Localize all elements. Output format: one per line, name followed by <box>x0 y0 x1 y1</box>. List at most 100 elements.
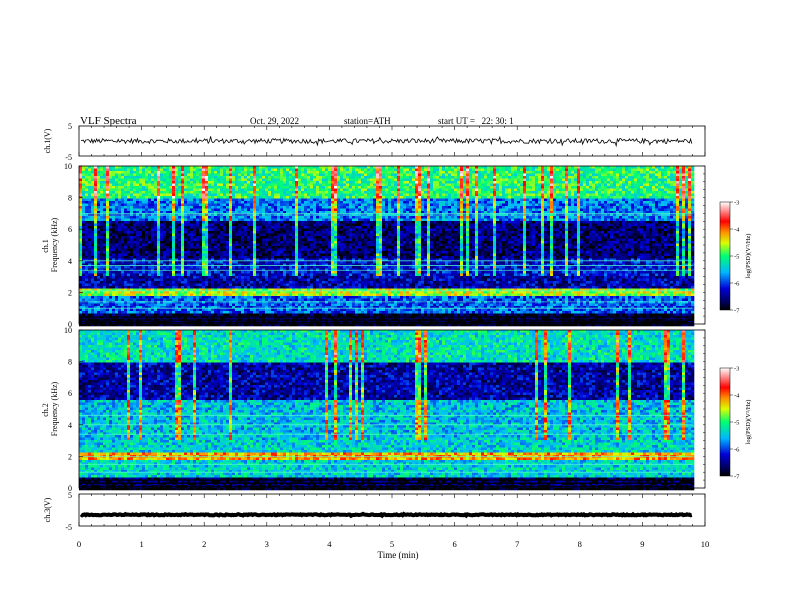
ch1-spectrogram-cell <box>175 254 178 257</box>
ch1-spectrogram-cell <box>178 249 181 252</box>
ch1-spectrogram-cell <box>184 296 187 299</box>
ch1-spectrogram-cell <box>205 271 208 274</box>
ch1-spectrogram-cell <box>151 221 154 224</box>
ch1-spectrogram-cell <box>97 201 100 204</box>
ch1-spectrogram-cell <box>244 296 247 299</box>
ch1-spectrogram-cell <box>256 244 259 247</box>
ch1-spectrogram-cell <box>226 266 229 269</box>
ch1-spectrogram-cell <box>223 276 226 279</box>
ch1-spectrogram-cell <box>109 199 112 202</box>
ch1-spectrogram-cell <box>247 191 250 194</box>
ch1-spectrogram-cell <box>130 191 133 194</box>
ch1-spectrogram-cell <box>142 174 145 177</box>
ch1-spectrogram-cell <box>232 186 235 189</box>
ch1-spectrogram-cell <box>250 234 253 237</box>
ch1-spectrogram-cell <box>82 201 85 204</box>
ch1-spectrogram-cell <box>124 309 127 312</box>
ch1-spectrogram-cell <box>112 199 115 202</box>
ch1-spectrogram-cell <box>115 299 118 302</box>
ch1-spectrogram-cell <box>82 179 85 182</box>
ch1-spectrogram-cell <box>205 239 208 242</box>
ch1-spectrogram-cell <box>121 239 124 242</box>
ch1-spectrogram-cell <box>235 271 238 274</box>
ch1-spectrogram-cell <box>79 254 82 257</box>
ch1-spectrogram-cell <box>133 311 136 314</box>
ch1-spectrogram-cell <box>97 226 100 229</box>
ch1-spectrogram-cell <box>100 169 103 172</box>
ch1-spectrogram-cell <box>169 266 172 269</box>
ch1-spectrogram-cell <box>226 261 229 264</box>
ch1-spectrogram-cell <box>190 239 193 242</box>
ch1-spectrogram-cell <box>106 276 109 279</box>
ch1-spectrogram-cell <box>235 284 238 287</box>
ch1-spectrogram-cell <box>154 166 157 169</box>
ch1-spectrogram-cell <box>205 254 208 257</box>
ch1-spectrogram-cell <box>166 166 169 169</box>
ch1-spectrogram-cell <box>247 276 250 279</box>
ch1-spectrogram-cell <box>79 299 82 302</box>
ch1-spectrogram-cell <box>193 309 196 312</box>
ch1-spectrogram-cell <box>103 184 106 187</box>
ch1-spectrogram-cell <box>238 209 241 212</box>
ch1-spectrogram-cell <box>220 231 223 234</box>
ch1-spectrogram-cell <box>163 254 166 257</box>
ch1-spectrogram-cell <box>172 226 175 229</box>
ch1-spectrogram-cell <box>103 249 106 252</box>
ch1-spectrogram-cell <box>136 224 139 227</box>
ch1-spectrogram-cell <box>79 241 82 244</box>
ch1-spectrogram-cell <box>238 184 241 187</box>
ch1-spectrogram-cell <box>115 166 118 169</box>
ch1-spectrogram-cell <box>181 186 184 189</box>
ch1-spectrogram-cell <box>250 256 253 259</box>
ch1-spectrogram-cell <box>88 199 91 202</box>
ch1-spectrogram-cell <box>130 284 133 287</box>
ch1-spectrogram-cell <box>181 209 184 212</box>
ch1-spectrogram-cell <box>97 276 100 279</box>
ch1-spectrogram-cell <box>148 274 151 277</box>
ch1-spectrogram-cell <box>217 281 220 284</box>
ch1-spectrogram-cell <box>187 309 190 312</box>
ch1-spectrogram-cell <box>124 261 127 264</box>
ch1-spectrogram-cell <box>178 174 181 177</box>
ch1-spectrogram-cell <box>199 186 202 189</box>
ch1-spectrogram-cell <box>199 311 202 314</box>
ch1-spectrogram-cell <box>100 246 103 249</box>
ch1-spectrogram-cell <box>181 286 184 289</box>
ch1-spectrogram-cell <box>139 184 142 187</box>
ch1-spectrogram-cell <box>253 309 256 312</box>
ch1-spectrogram-cell <box>112 186 115 189</box>
ch1-spectrogram-cell <box>238 166 241 169</box>
ch1-spectrogram-cell <box>253 279 256 282</box>
ch1-spectrogram-cell <box>145 274 148 277</box>
ch1-spectrogram-cell <box>196 311 199 314</box>
ch1-spectrogram-cell <box>118 284 121 287</box>
ch1-spectrogram-cell <box>103 209 106 212</box>
ch1-spectrogram-cell <box>208 304 211 307</box>
ch1-spectrogram-cell <box>115 276 118 279</box>
ch1-spectrogram-cell <box>157 254 160 257</box>
ch1-spectrogram-cell <box>253 249 256 252</box>
ch1-spectrogram-cell <box>118 191 121 194</box>
ch1-spectrogram-cell <box>247 236 250 239</box>
ch1-spectrogram-cell <box>118 176 121 179</box>
ch1-spectrogram-cell <box>178 179 181 182</box>
ch1-spectrogram-cell <box>106 186 109 189</box>
ch1-spectrogram-cell <box>232 309 235 312</box>
ch1-spectrogram-cell <box>127 194 130 197</box>
ch1-spectrogram-cell <box>130 209 133 212</box>
ch1-spectrogram-cell <box>217 201 220 204</box>
ch1-spectrogram-cell <box>190 189 193 192</box>
ch1-spectrogram-cell <box>82 221 85 224</box>
ch1-spectrogram-cell <box>181 299 184 302</box>
ch1-spectrogram-cell <box>82 216 85 219</box>
ch1-spectrogram-cell <box>124 171 127 174</box>
ch1-spectrogram-cell <box>199 271 202 274</box>
ch1-spectrogram-cell <box>193 194 196 197</box>
ch1-spectrogram-cell <box>220 301 223 304</box>
ch1-spectrogram-cell <box>142 261 145 264</box>
ch1-spectrogram-cell <box>238 291 241 294</box>
ch1-spectrogram-cell <box>136 174 139 177</box>
ch1-spectrogram-cell <box>157 199 160 202</box>
ch1-spectrogram-cell <box>181 181 184 184</box>
ch1-spectrogram-cell <box>163 209 166 212</box>
